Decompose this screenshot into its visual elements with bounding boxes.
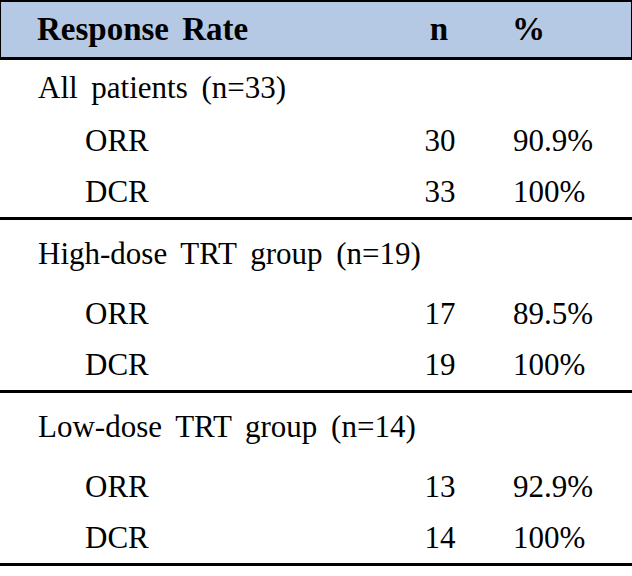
table-row: ORR 13 92.9% — [0, 461, 632, 512]
table-row: DCR 14 100% — [0, 512, 632, 563]
row-n-value: 14 — [400, 520, 480, 556]
table-row: ORR 17 89.5% — [0, 288, 632, 339]
group-label: All patients (n=33) — [0, 60, 632, 115]
row-n-value: 30 — [400, 123, 480, 159]
row-label: DCR — [0, 347, 400, 383]
table-header-row: Response Rate n % — [0, 0, 632, 60]
group-label: High-dose TRT group (n=19) — [0, 220, 632, 288]
table-row: DCR 19 100% — [0, 339, 632, 390]
row-label: ORR — [0, 469, 400, 505]
table-row: DCR 33 100% — [0, 166, 632, 217]
row-percent-value: 89.5% — [480, 296, 632, 332]
row-percent-value: 100% — [480, 174, 632, 210]
header-response-rate: Response Rate — [1, 11, 399, 48]
row-label: ORR — [0, 296, 400, 332]
row-n-value: 19 — [400, 347, 480, 383]
row-percent-value: 100% — [480, 520, 632, 556]
row-n-value: 33 — [400, 174, 480, 210]
response-rate-table: Response Rate n % All patients (n=33) OR… — [0, 0, 632, 566]
section-high-dose: High-dose TRT group (n=19) ORR 17 89.5% … — [0, 220, 632, 393]
section-low-dose: Low-dose TRT group (n=14) ORR 13 92.9% D… — [0, 393, 632, 566]
row-percent-value: 90.9% — [480, 123, 632, 159]
row-n-value: 17 — [400, 296, 480, 332]
row-percent-value: 100% — [480, 347, 632, 383]
section-all-patients: All patients (n=33) ORR 30 90.9% DCR 33 … — [0, 60, 632, 220]
group-label: Low-dose TRT group (n=14) — [0, 393, 632, 461]
header-percent: % — [479, 11, 631, 48]
row-label: DCR — [0, 174, 400, 210]
row-label: DCR — [0, 520, 400, 556]
row-percent-value: 92.9% — [480, 469, 632, 505]
table-row: ORR 30 90.9% — [0, 115, 632, 166]
row-n-value: 13 — [400, 469, 480, 505]
header-n: n — [399, 11, 479, 48]
row-label: ORR — [0, 123, 400, 159]
